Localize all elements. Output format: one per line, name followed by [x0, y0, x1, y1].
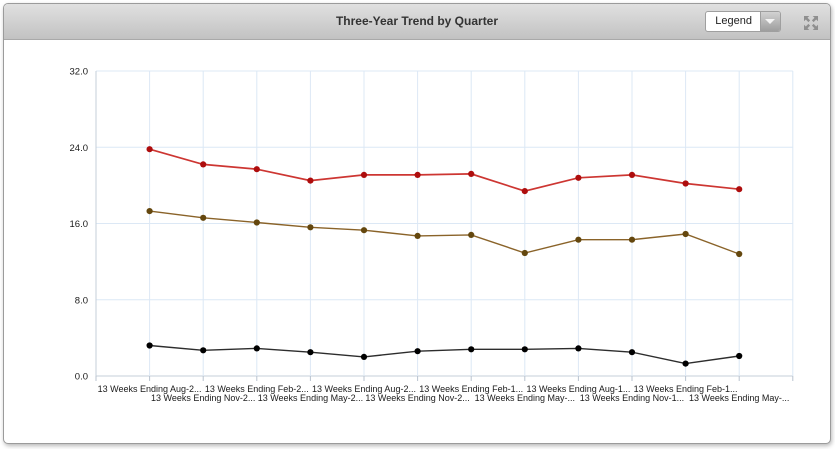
red-series-data-point-marker[interactable] [628, 171, 636, 178]
x-category-label: 13 Weeks Ending Feb-2... [205, 384, 309, 394]
chevron-down-icon [765, 19, 775, 24]
x-category-label: 13 Weeks Ending May-... [475, 393, 575, 403]
black-series-data-point-marker[interactable] [575, 345, 582, 352]
maximize-button[interactable] [802, 14, 820, 32]
brown-series-data-point-marker[interactable] [682, 230, 689, 238]
red-series-line [149, 148, 740, 192]
black-series-data-point-marker[interactable] [253, 345, 260, 352]
chart-canvas: 0.0 8.0 16.0 24.0 32.0 13 Weeks Ending Aug-2.… [70, 67, 794, 403]
black-series-data-point-marker[interactable] [736, 352, 743, 360]
brown-series-data-point-marker[interactable] [628, 236, 636, 243]
black-series-data-point-marker[interactable] [628, 349, 636, 356]
x-category-label: 13 Weeks Ending May-2... [258, 393, 363, 403]
maximize-icon [804, 16, 818, 30]
widget-header: Three-Year Trend by Quarter Legend [4, 4, 830, 40]
brown-series-data-point-marker[interactable] [575, 236, 582, 243]
legend-dropdown-label: Legend [715, 15, 752, 27]
x-category-label: 13 Weeks Ending Aug-1... [526, 384, 630, 394]
black-series-data-point-marker[interactable] [468, 346, 475, 353]
red-series-data-point-marker[interactable] [736, 186, 743, 193]
black-series-line [149, 344, 740, 365]
x-category-label: 13 Weeks Ending Aug-2... [98, 384, 202, 394]
black-series-data-point-marker[interactable] [146, 342, 153, 349]
y-tick-label: 8.0 [75, 295, 88, 306]
x-category-label: 13 Weeks Ending Nov-1... [580, 393, 684, 403]
brown-series-data-point-marker[interactable] [414, 232, 421, 239]
x-category-label: 13 Weeks Ending Aug-2... [312, 384, 416, 394]
black-series-data-point-marker[interactable] [682, 360, 689, 367]
red-series-data-point-marker[interactable] [468, 170, 475, 177]
red-series-data-point-marker[interactable] [200, 161, 207, 168]
legend-dropdown-arrow-button[interactable] [760, 12, 780, 31]
chart-area: 0.0 8.0 16.0 24.0 32.0 13 Weeks Ending Aug-2.… [4, 40, 830, 443]
red-series-data-point-marker[interactable] [682, 180, 689, 187]
brown-series-data-point-marker[interactable] [521, 249, 528, 257]
x-category-label: 13 Weeks Ending Nov-2... [151, 393, 255, 403]
x-category-label: 13 Weeks Ending Feb-1... [419, 384, 523, 394]
y-tick-label: 16.0 [70, 219, 89, 230]
x-category-label: 13 Weeks Ending Nov-2... [365, 393, 469, 403]
brown-series-data-point-marker[interactable] [307, 224, 314, 231]
black-series-data-point-marker[interactable] [360, 353, 368, 360]
black-series-data-point-marker[interactable] [414, 348, 421, 355]
y-tick-label: 24.0 [70, 143, 89, 154]
x-category-label: 13 Weeks Ending Feb-1... [634, 384, 738, 394]
red-series-data-point-marker[interactable] [360, 171, 368, 178]
black-series-data-point-marker[interactable] [521, 346, 528, 353]
y-tick-label: 32.0 [70, 67, 89, 78]
red-series-data-point-marker[interactable] [521, 188, 528, 195]
brown-series-data-point-marker[interactable] [468, 231, 475, 238]
red-series-data-point-marker[interactable] [575, 174, 582, 181]
brown-series-data-point-marker[interactable] [146, 208, 153, 215]
legend-dropdown[interactable]: Legend [705, 11, 781, 32]
brown-series-data-point-marker[interactable] [253, 219, 260, 226]
chart-widget-window: Three-Year Trend by Quarter Legend 0.0 8.… [3, 3, 831, 444]
brown-series-data-point-marker[interactable] [736, 250, 743, 258]
brown-series-line [149, 210, 740, 255]
widget-title: Three-Year Trend by Quarter [335, 14, 499, 28]
red-series-data-point-marker[interactable] [146, 146, 153, 153]
black-series-data-point-marker[interactable] [200, 347, 207, 354]
red-series-data-point-marker[interactable] [414, 171, 421, 178]
black-series-data-point-marker[interactable] [307, 349, 314, 356]
y-tick-label: 0.0 [75, 372, 88, 383]
brown-series-data-point-marker[interactable] [360, 227, 368, 234]
x-category-label: 13 Weeks Ending May-... [689, 393, 789, 403]
red-series-data-point-marker[interactable] [307, 177, 314, 184]
brown-series-data-point-marker[interactable] [200, 214, 207, 221]
red-series-data-point-marker[interactable] [253, 166, 260, 173]
